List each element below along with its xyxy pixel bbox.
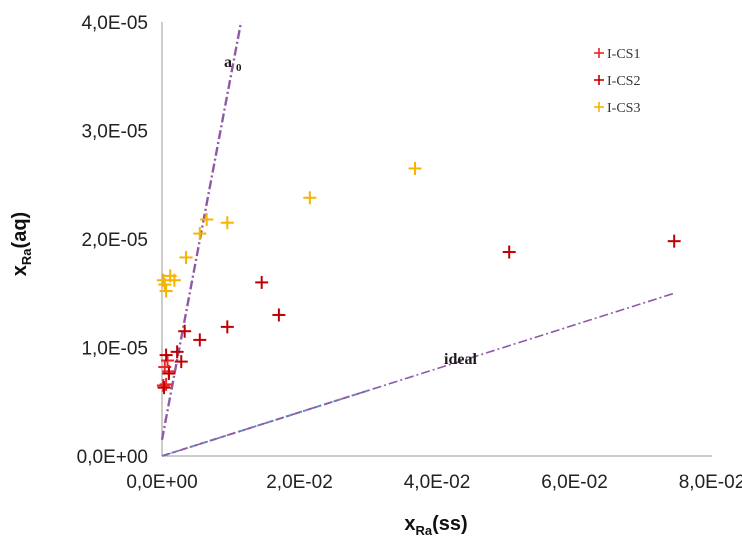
data-point-i-cs2: [178, 324, 192, 338]
data-point-i-cs3: [408, 161, 422, 175]
data-point-i-cs2: [502, 245, 516, 259]
legend-label: I-CS2: [607, 74, 640, 89]
a0-line: [160, 21, 243, 440]
x-tick-label: 8,0E-02: [679, 472, 742, 493]
legend-marker: [594, 102, 604, 112]
data-point-i-cs1: [161, 354, 174, 368]
x-tick-label: 6,0E-02: [541, 472, 608, 493]
chart-reference-lines: [160, 21, 675, 457]
y-tick-label: 4,0E-05: [81, 13, 148, 34]
data-point-i-cs3: [179, 250, 193, 264]
legend-marker: [594, 48, 604, 58]
x-axis-title-suffix: (ss): [432, 513, 468, 535]
line-label-ideal: ideal: [444, 351, 477, 368]
x-tick-label: 4,0E-02: [404, 472, 471, 493]
data-point-i-cs2: [162, 367, 176, 381]
y-axis-title: xRa(aq): [9, 212, 34, 276]
x-axis-title-sub: Ra: [415, 523, 432, 538]
data-point-i-cs3: [303, 191, 317, 205]
data-point-i-cs2: [667, 234, 681, 248]
data-point-i-cs2: [220, 320, 234, 334]
y-tick-label: 1,0E-05: [81, 339, 148, 360]
data-point-i-cs2: [159, 348, 173, 362]
y-tick-label: 2,0E-05: [81, 230, 148, 251]
data-point-i-cs3: [220, 216, 234, 230]
x-tick-label: 0,0E+00: [126, 472, 197, 493]
legend-item-i-cs2: I-CS2: [594, 74, 640, 89]
x-tick-label: 2,0E-02: [266, 472, 333, 493]
legend-label: I-CS3: [607, 101, 640, 116]
data-point-i-cs3: [193, 227, 207, 241]
x-axis-title-main: x: [404, 513, 415, 535]
data-point-i-cs3: [158, 278, 172, 292]
x-axis-title: xRa(ss): [404, 513, 467, 538]
chart-tick-labels: 0,0E+00 2,0E-02 4,0E-02 6,0E-02 8,0E-02 0,0E+…: [77, 13, 742, 493]
y-axis-title-suffix: (aq): [9, 212, 31, 249]
data-point-i-cs2: [255, 275, 269, 289]
y-axis-title-sub: Ra: [19, 248, 34, 265]
legend-marker: [594, 75, 604, 85]
ideal-line: [161, 292, 675, 457]
line-label-a0-main: a: [224, 54, 232, 71]
data-point-i-cs3: [159, 284, 173, 298]
y-axis-title-main: x: [9, 265, 31, 276]
data-point-i-cs2: [157, 381, 171, 395]
data-point-i-cs2: [272, 308, 286, 322]
data-point-i-cs1: [159, 377, 173, 391]
data-point-i-cs3: [200, 212, 214, 226]
chart-points: [156, 161, 681, 395]
y-tick-label: 0,0E+00: [77, 447, 148, 468]
legend-item-i-cs3: I-CS3: [594, 101, 640, 116]
legend-label: I-CS1: [607, 47, 640, 62]
data-point-i-cs3: [167, 273, 181, 287]
y-tick-label: 3,0E-05: [81, 122, 148, 143]
data-point-i-cs2: [174, 355, 188, 369]
legend-item-i-cs1: I-CS1: [594, 47, 640, 62]
data-point-i-cs2: [170, 345, 184, 359]
chart-legend: I-CS1 I-CS2 I-CS3: [594, 47, 640, 116]
line-label-a0-sub: 0: [236, 62, 242, 74]
data-point-i-cs2: [193, 333, 207, 347]
